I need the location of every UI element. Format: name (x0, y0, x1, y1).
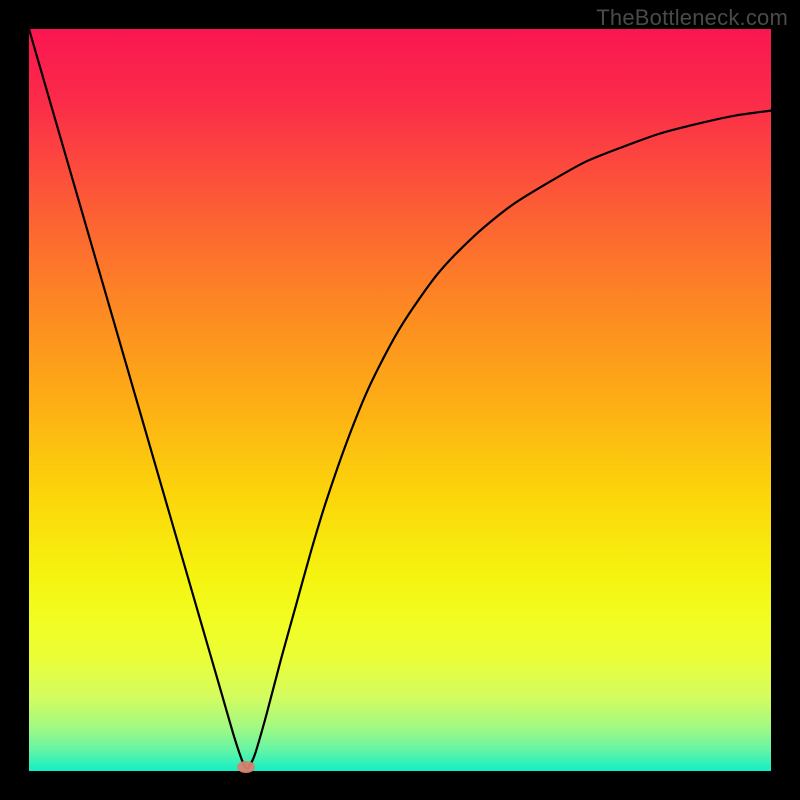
optimal-point-marker (237, 761, 255, 773)
bottleneck-curve (29, 29, 771, 769)
watermark-text: TheBottleneck.com (596, 5, 788, 31)
plot-area (29, 29, 771, 771)
curve-layer (29, 29, 771, 771)
